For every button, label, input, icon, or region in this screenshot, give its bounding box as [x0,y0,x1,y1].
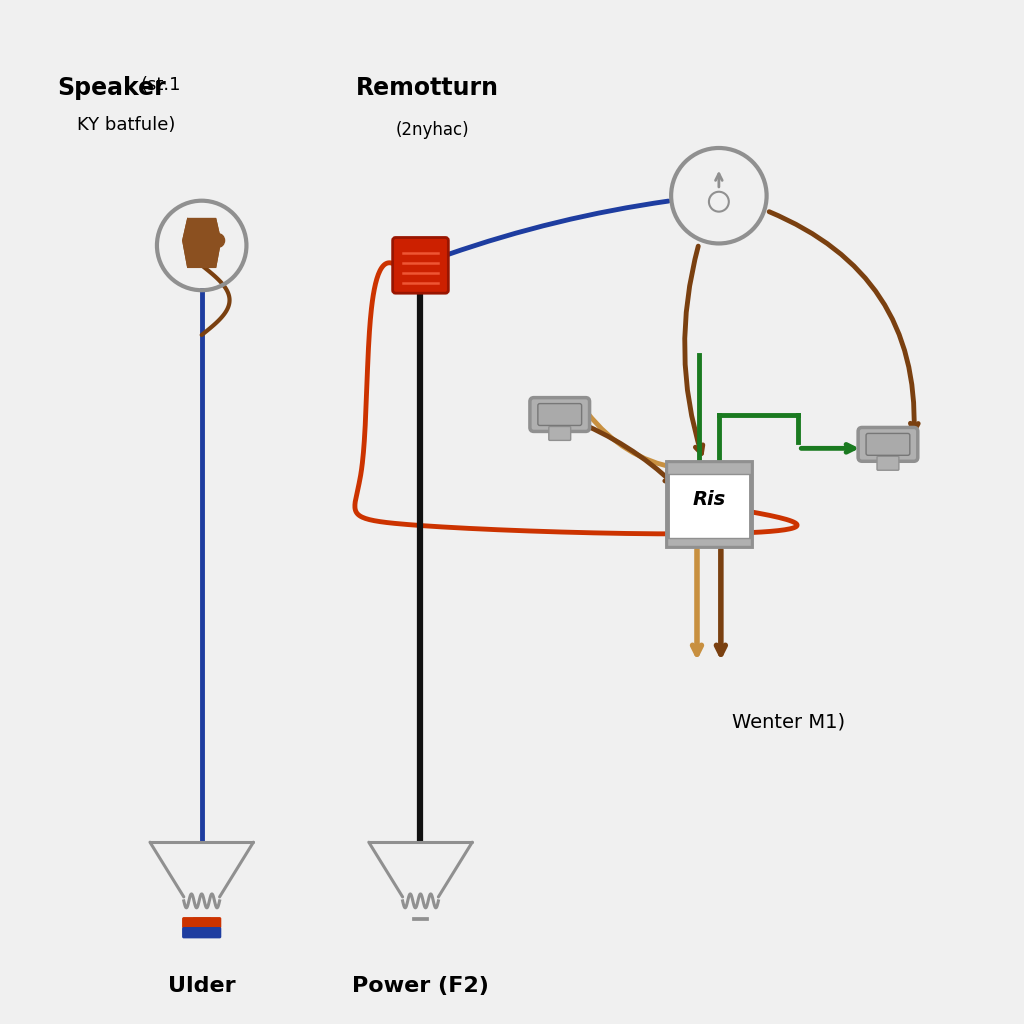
Bar [667,462,752,547]
FancyBboxPatch shape [866,433,910,456]
Polygon shape [183,218,220,267]
Text: Power (F2): Power (F2) [352,977,488,996]
Bar [667,462,752,474]
FancyBboxPatch shape [858,427,918,461]
Text: Speaker: Speaker [57,77,166,100]
FancyBboxPatch shape [183,918,220,928]
FancyBboxPatch shape [392,238,449,293]
FancyBboxPatch shape [877,457,899,470]
Text: Remotturn: Remotturn [356,77,499,100]
FancyBboxPatch shape [529,397,590,431]
Text: (st.1: (st.1 [140,77,180,94]
Text: (2nyhac): (2nyhac) [395,121,469,139]
Text: Wenter M1): Wenter M1) [732,713,845,732]
Circle shape [211,233,224,248]
FancyBboxPatch shape [538,403,582,426]
Text: Ris: Ris [692,489,726,509]
Text: KY batfule): KY batfule) [78,116,176,134]
Text: Ulder: Ulder [168,977,236,996]
Bar [667,539,752,547]
FancyBboxPatch shape [183,928,220,938]
FancyBboxPatch shape [549,426,570,440]
